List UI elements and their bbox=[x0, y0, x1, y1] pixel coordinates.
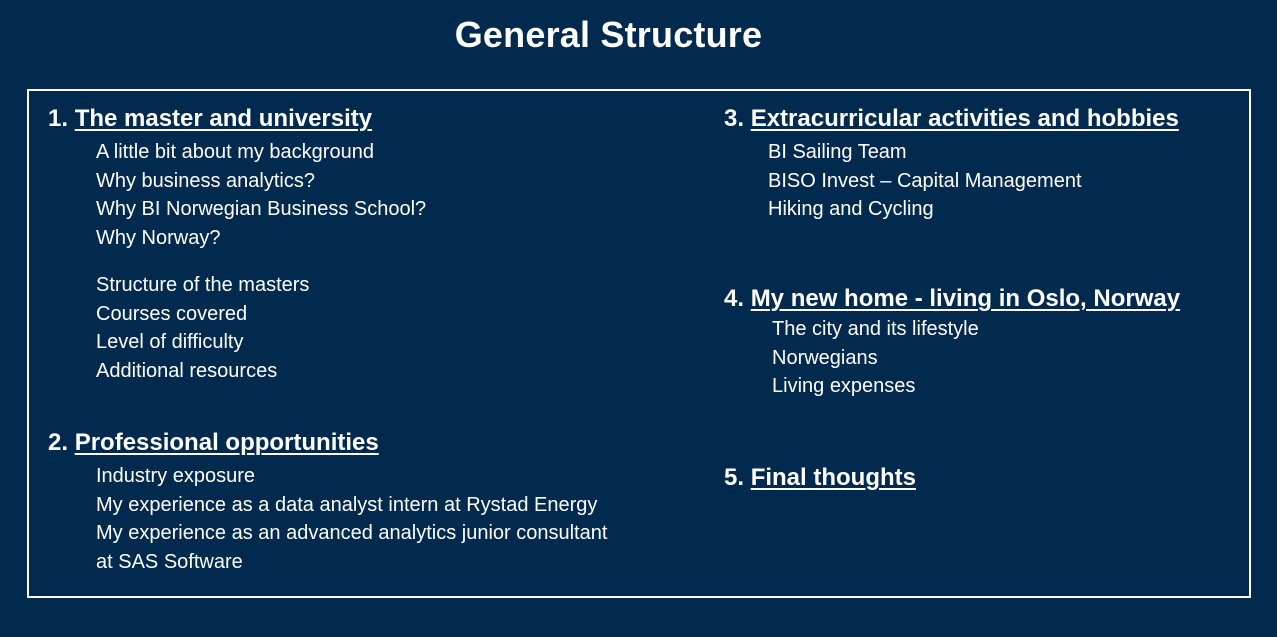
content-frame bbox=[27, 89, 1251, 598]
list-item: Norwegians bbox=[772, 346, 878, 369]
section-number: 1. bbox=[48, 105, 69, 132]
section-title: Extracurricular activities and hobbies bbox=[750, 105, 1179, 132]
section-item-list: BI Sailing Team BISO Invest – Capital Ma… bbox=[724, 138, 1179, 224]
section-heading: 5. Final thoughts bbox=[724, 463, 916, 493]
section-number: 3. bbox=[724, 105, 745, 132]
list-item: The city and its lifestyle bbox=[772, 318, 979, 340]
list-item: A little bit about my background bbox=[96, 141, 374, 163]
section-heading: 2. Professional opportunities bbox=[48, 428, 607, 458]
list-item: Level of difficulty bbox=[96, 331, 244, 354]
section-extracurricular: 3. Extracurricular activities and hobbie… bbox=[724, 104, 1179, 224]
section-heading: 3. Extracurricular activities and hobbie… bbox=[724, 104, 1179, 134]
list-item: Living expenses bbox=[772, 375, 916, 398]
section-title: Professional opportunities bbox=[74, 429, 379, 456]
list-item: Structure of the masters bbox=[96, 273, 310, 296]
section-new-home: 4. My new home - living in Oslo, Norway … bbox=[724, 284, 1180, 401]
section-heading: 1. The master and university bbox=[48, 104, 426, 134]
section-number: 2. bbox=[48, 429, 69, 456]
list-item: Additional resources bbox=[96, 359, 278, 382]
section-number: 4. bbox=[724, 285, 745, 312]
section-professional-opportunities: 2. Professional opportunities Industry e… bbox=[48, 428, 607, 577]
page-title: General Structure bbox=[454, 14, 763, 55]
list-item: Hiking and Cycling bbox=[768, 198, 934, 221]
section-item-list: A little bit about my background Why bus… bbox=[48, 138, 426, 386]
section-master-and-university: 1. The master and university A little bi… bbox=[48, 104, 426, 386]
section-final-thoughts: 5. Final thoughts bbox=[724, 463, 916, 493]
list-item: at SAS Software bbox=[96, 551, 243, 574]
list-item: BISO Invest – Capital Management bbox=[768, 169, 1082, 192]
list-item: Why BI Norwegian Business School? bbox=[96, 198, 427, 221]
section-title: My new home - living in Oslo, Norway bbox=[750, 285, 1181, 312]
section-heading: 4. My new home - living in Oslo, Norway bbox=[724, 284, 1180, 314]
section-title: Final thoughts bbox=[750, 464, 916, 491]
list-item: BI Sailing Team bbox=[768, 141, 907, 163]
section-number: 5. bbox=[724, 464, 745, 491]
list-item: Courses covered bbox=[96, 302, 248, 325]
list-item: My experience as a data analyst intern a… bbox=[96, 493, 598, 516]
section-item-list: Industry exposure My experience as a dat… bbox=[48, 462, 607, 577]
spacer bbox=[96, 253, 426, 271]
section-title: The master and university bbox=[74, 105, 373, 132]
list-item: Why Norway? bbox=[96, 227, 221, 250]
list-item: Industry exposure bbox=[96, 465, 255, 487]
section-item-list: The city and its lifestyle Norwegians Li… bbox=[724, 315, 1180, 401]
list-item: Why business analytics? bbox=[96, 169, 315, 192]
list-item: My experience as an advanced analytics j… bbox=[96, 522, 608, 545]
